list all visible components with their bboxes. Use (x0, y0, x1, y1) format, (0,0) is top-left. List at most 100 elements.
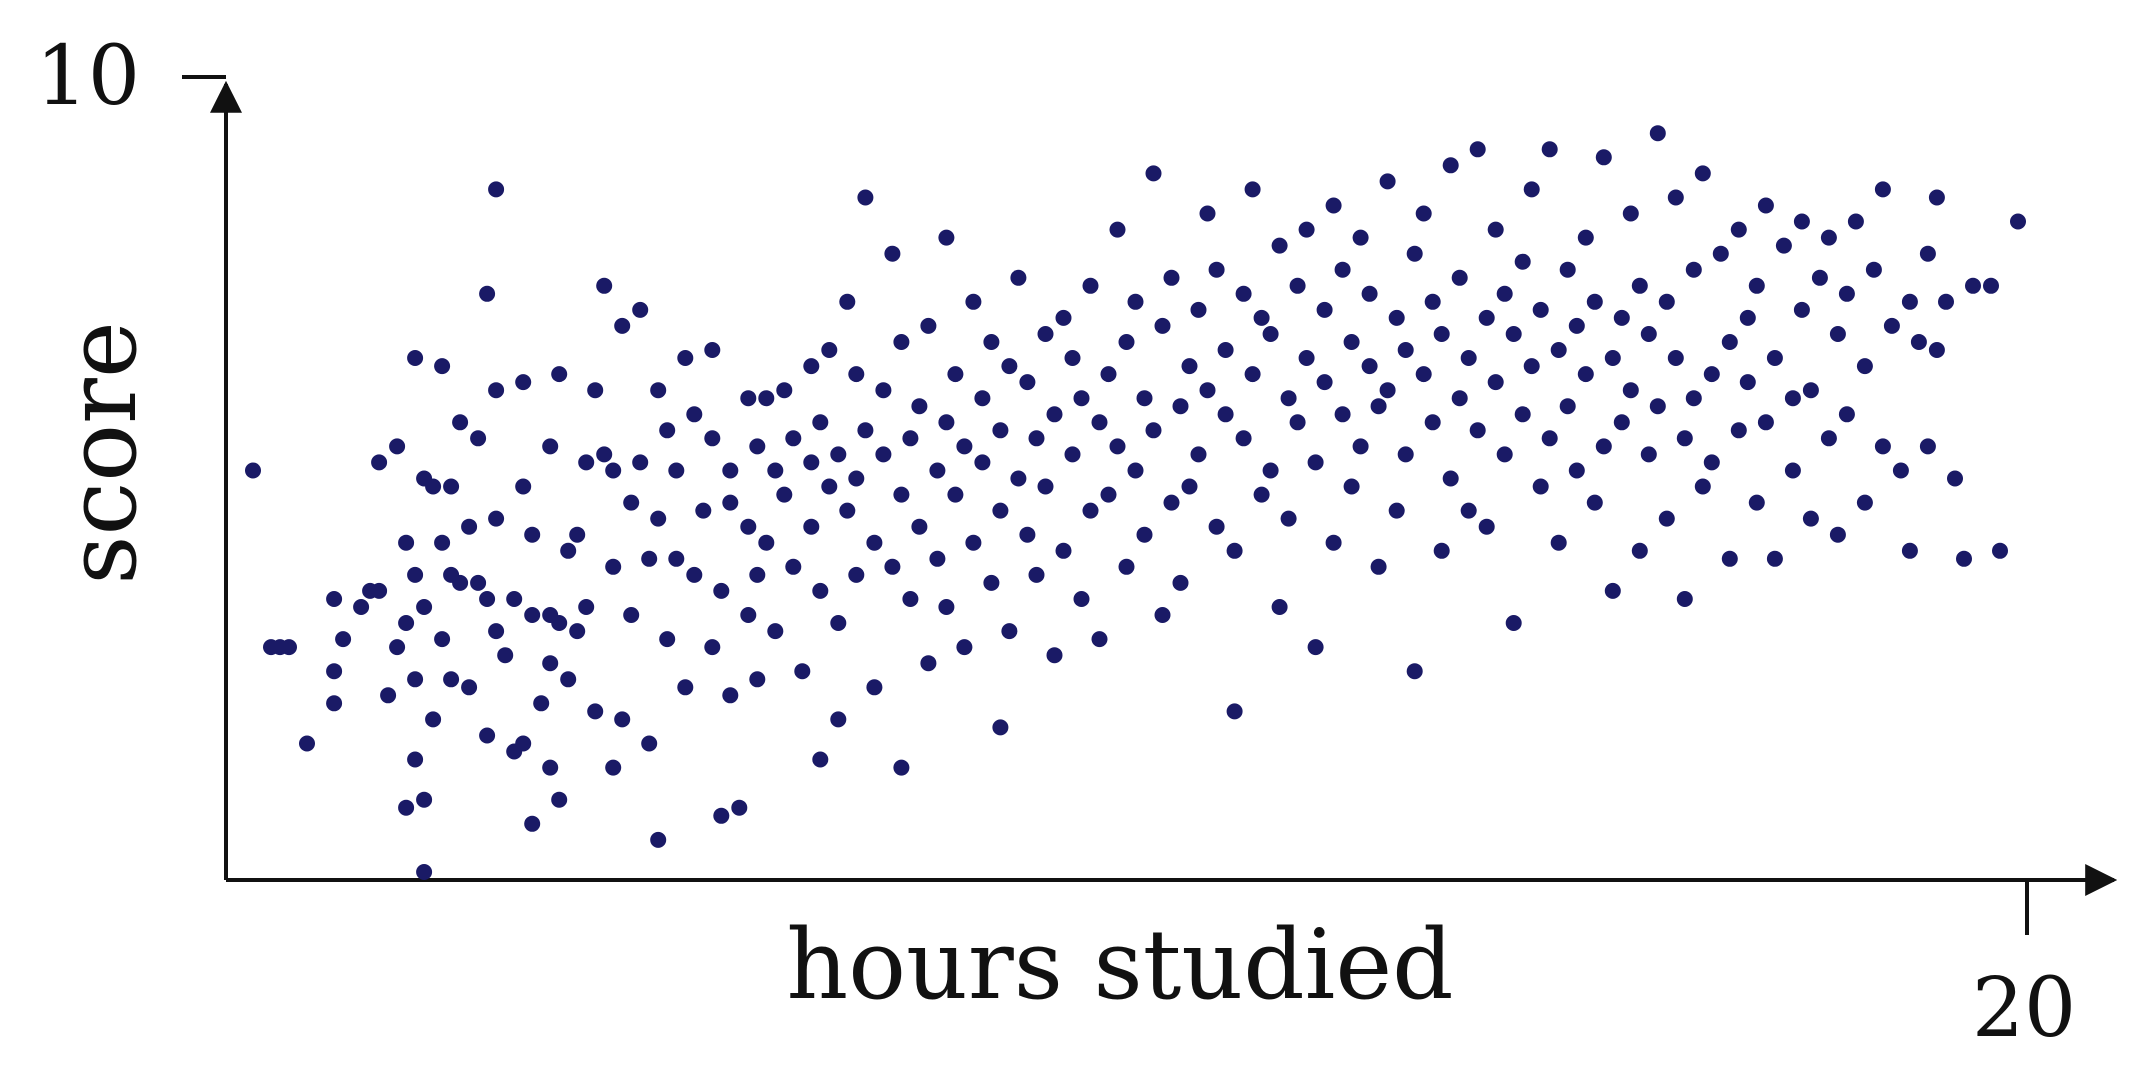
data-point (1073, 390, 1090, 407)
data-point (1217, 342, 1234, 358)
data-point (578, 454, 595, 471)
data-point (1190, 446, 1207, 463)
data-point (1730, 422, 1747, 439)
data-point (1406, 663, 1423, 680)
data-point (749, 671, 766, 688)
data-point (1622, 382, 1639, 399)
data-point (1622, 205, 1639, 222)
data-point (650, 382, 667, 399)
data-point (704, 342, 721, 358)
data-point (677, 679, 694, 696)
data-point (1613, 414, 1630, 431)
data-point (1802, 382, 1819, 399)
data-point (992, 502, 1009, 519)
data-point (461, 518, 478, 535)
x-tick-label-20: 20 (1972, 961, 2076, 1056)
data-point (1433, 542, 1450, 559)
data-point (1226, 542, 1243, 559)
data-point (641, 735, 658, 752)
data-point (1712, 245, 1729, 262)
data-point (659, 631, 676, 648)
data-point (821, 342, 838, 358)
data-point (1415, 366, 1432, 383)
data-point (1577, 366, 1594, 383)
data-point (1865, 261, 1882, 278)
data-point (740, 607, 757, 623)
data-point (281, 639, 297, 656)
data-point (1919, 245, 1936, 262)
data-point (1280, 510, 1297, 527)
data-point (1397, 342, 1414, 358)
data-point (1019, 526, 1036, 543)
data-point (1037, 478, 1054, 495)
data-point (623, 607, 640, 623)
data-point (1658, 293, 1675, 310)
data-point (965, 293, 982, 310)
data-point (686, 406, 703, 423)
data-point (1100, 486, 1117, 503)
data-point (767, 462, 784, 479)
data-point (1523, 358, 1540, 375)
data-point (1766, 550, 1783, 567)
data-point (875, 446, 892, 463)
data-point (434, 534, 451, 551)
data-point (1820, 430, 1837, 447)
data-point (812, 751, 829, 768)
data-point (992, 719, 1009, 736)
data-point (1307, 639, 1324, 656)
data-point (1586, 293, 1603, 310)
data-point (1676, 430, 1693, 447)
data-point (1496, 446, 1513, 463)
data-point (398, 799, 415, 816)
data-point (1649, 125, 1666, 142)
data-point (1631, 542, 1648, 559)
data-point (488, 510, 505, 527)
data-point (1046, 406, 1063, 423)
data-point (524, 607, 541, 623)
data-point (1604, 350, 1621, 366)
data-point (929, 550, 946, 567)
data-point (1766, 350, 1783, 366)
data-point (596, 277, 613, 294)
data-point (614, 711, 631, 728)
data-point (1658, 510, 1675, 527)
data-point (1046, 647, 1063, 664)
data-point (434, 358, 451, 375)
data-point (947, 366, 964, 383)
data-point (1154, 607, 1171, 623)
data-point (1505, 615, 1522, 631)
data-point (1163, 494, 1180, 511)
data-point (704, 639, 721, 656)
data-point (1739, 374, 1756, 391)
data-point (1154, 317, 1171, 334)
data-point (1388, 502, 1405, 519)
data-point (560, 671, 577, 688)
data-points (245, 125, 2026, 880)
data-point (1703, 366, 1720, 383)
data-point (488, 623, 505, 640)
data-point (974, 454, 991, 471)
data-point (380, 687, 397, 704)
data-point (839, 502, 856, 519)
data-point (677, 350, 694, 366)
data-point (1091, 414, 1108, 431)
data-point (416, 599, 433, 615)
data-point (1001, 623, 1018, 640)
data-point (1613, 309, 1630, 326)
data-point (1992, 542, 2008, 559)
data-point (803, 518, 820, 535)
data-point (983, 574, 1000, 591)
data-point (1550, 342, 1567, 358)
data-point (542, 438, 559, 455)
data-point (1019, 374, 1036, 391)
data-point (1874, 438, 1891, 455)
data-point (1298, 221, 1315, 238)
data-point (830, 711, 847, 728)
data-point (893, 334, 910, 350)
data-point (1676, 591, 1693, 607)
data-point (1532, 478, 1549, 495)
data-point (596, 446, 613, 463)
data-point (1316, 374, 1333, 391)
data-point (1901, 542, 1918, 559)
data-point (650, 510, 667, 527)
